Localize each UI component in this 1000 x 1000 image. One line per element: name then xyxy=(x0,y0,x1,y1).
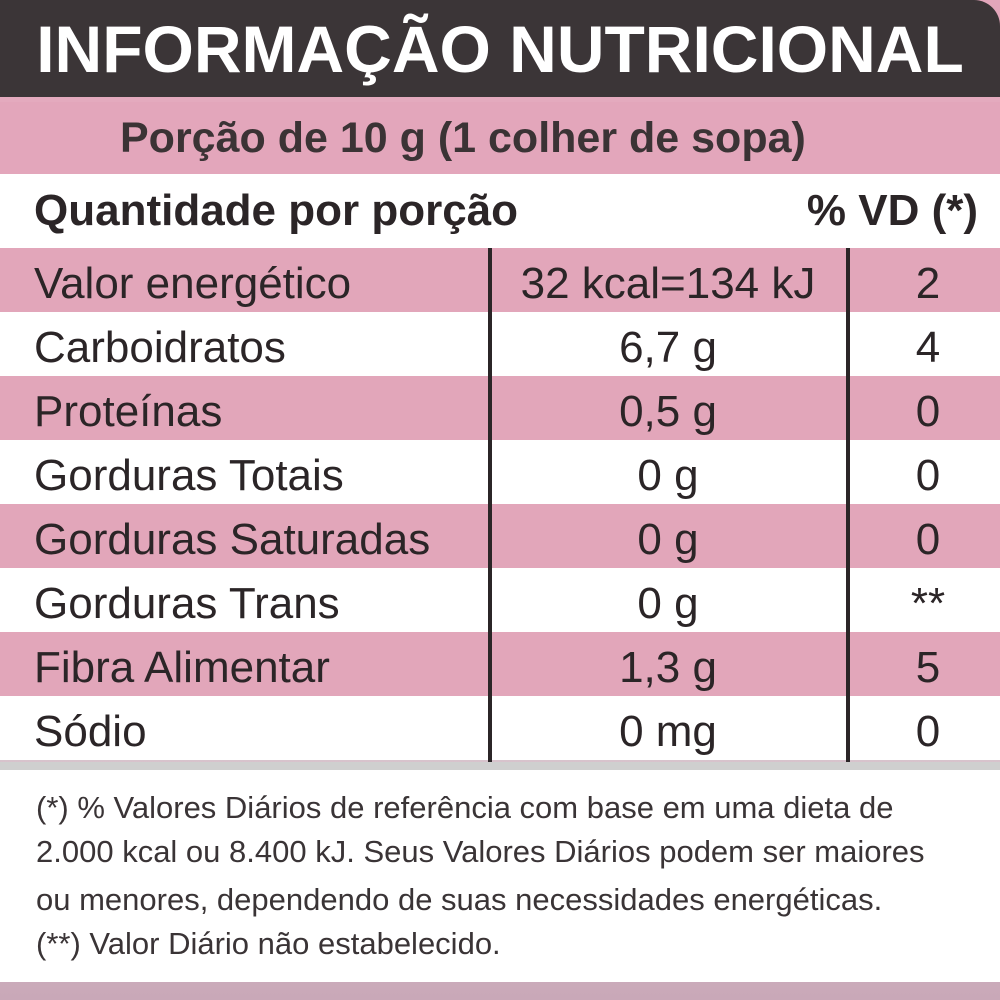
footnote-line: ou menores, dependendo de suas necessida… xyxy=(36,882,883,917)
header-bar xyxy=(0,0,1000,97)
column-divider xyxy=(488,248,492,762)
nutrient-name: Valor energético xyxy=(34,259,352,308)
table-row: Gorduras Trans 0 g ** xyxy=(0,568,1000,632)
nutrient-vd: 2 xyxy=(915,259,941,308)
nutrient-name: Sódio xyxy=(34,707,147,756)
column-divider xyxy=(846,248,850,762)
nutrient-amount: 0 mg xyxy=(619,707,717,756)
nutrient-name: Gorduras Saturadas xyxy=(34,515,431,564)
nutrient-name: Gorduras Trans xyxy=(34,579,340,628)
page-title: INFORMAÇÃO NUTRICIONAL xyxy=(36,12,964,86)
table-row: Carboidratos 6,7 g 4 xyxy=(0,312,1000,376)
vd-label: % VD (*) xyxy=(806,186,978,235)
portion-text: Porção de 10 g (1 colher de sopa) xyxy=(120,114,806,162)
footnote-line: (*) % Valores Diários de referência com … xyxy=(36,790,894,825)
nutrient-vd: 0 xyxy=(915,707,941,756)
nutrient-vd: ** xyxy=(910,579,946,628)
column-header-row xyxy=(0,174,1000,248)
nutrient-vd: 0 xyxy=(915,515,941,564)
nutrient-amount: 0 g xyxy=(637,579,699,628)
nutrient-amount: 32 kcal=134 kJ xyxy=(520,259,816,308)
quantity-label: Quantidade por porção xyxy=(34,186,519,235)
nutrient-amount: 0 g xyxy=(637,451,699,500)
table-row: Gorduras Totais 0 g 0 xyxy=(0,440,1000,504)
nutrient-name: Carboidratos xyxy=(34,323,286,372)
portion-row xyxy=(0,102,1000,174)
table-row: Proteínas 0,5 g 0 xyxy=(0,376,1000,440)
nutrient-vd: 0 xyxy=(915,451,941,500)
table-row: Gorduras Saturadas 0 g 0 xyxy=(0,504,1000,568)
nutrient-amount: 0,5 g xyxy=(619,387,717,436)
footnote-line: (**) Valor Diário não estabelecido. xyxy=(36,926,501,961)
nutrient-name: Fibra Alimentar xyxy=(34,643,330,692)
nutrient-vd: 5 xyxy=(915,643,941,692)
footnote-box: (*) % Valores Diários de referência com … xyxy=(0,770,1000,982)
nutrient-amount: 1,3 g xyxy=(619,643,717,692)
table-row: Valor energético 32 kcal=134 kJ 2 xyxy=(0,248,1000,312)
table-row: Fibra Alimentar 1,3 g 5 xyxy=(0,632,1000,696)
nutrient-name: Gorduras Totais xyxy=(34,451,344,500)
footnote-line: 2.000 kcal ou 8.400 kJ. Seus Valores Diá… xyxy=(36,834,925,869)
nutrient-name: Proteínas xyxy=(34,387,223,436)
nutrient-amount: 0 g xyxy=(637,515,699,564)
nutrition-table: Valor energético 32 kcal=134 kJ 2 Carboi… xyxy=(0,248,1000,760)
nutrient-vd: 0 xyxy=(915,387,941,436)
table-row: Sódio 0 mg 0 xyxy=(0,696,1000,760)
nutrient-amount: 6,7 g xyxy=(619,323,717,372)
nutrient-vd: 4 xyxy=(915,323,941,372)
section-divider xyxy=(0,762,1000,770)
